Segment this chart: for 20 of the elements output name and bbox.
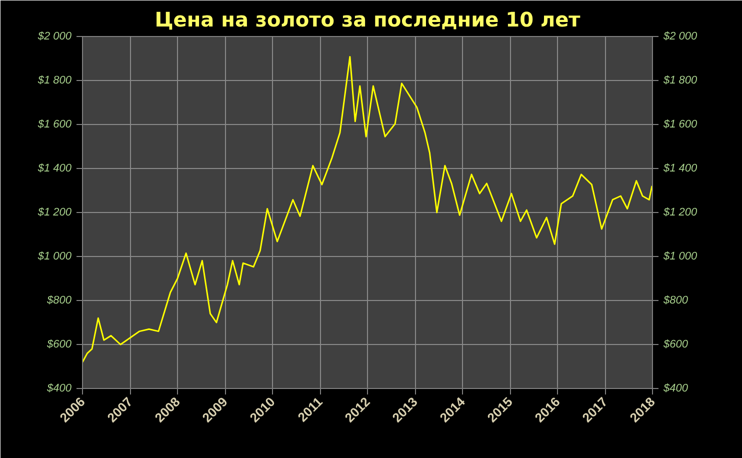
y2-tick-label: $600 (662, 338, 689, 350)
y2-tick-label: $1 000 (662, 250, 698, 262)
y-tick-label: $800 (46, 294, 72, 306)
y-tick-label: $2 000 (36, 30, 72, 42)
y2-tick-label: $400 (662, 382, 689, 394)
y2-tick-label: $800 (662, 294, 689, 306)
line-series (82, 56, 652, 363)
y2-tick-label: $2 000 (662, 30, 698, 42)
y2-tick-label: $1 200 (662, 206, 698, 218)
y2-tick-label: $1 400 (662, 162, 698, 174)
y-tick-label: $1 800 (36, 74, 72, 86)
y-tick-label: $400 (46, 382, 72, 394)
y-tick-label: $1 000 (36, 250, 72, 262)
y2-tick-label: $1 600 (662, 118, 698, 130)
y-tick-label: $1 400 (36, 162, 72, 174)
y-tick-label: $1 200 (36, 206, 72, 218)
y2-tick-label: $1 800 (662, 74, 698, 86)
chart-title: Цена на золото за последние 10 лет (154, 8, 581, 32)
y-tick-label: $600 (46, 338, 72, 350)
y-tick-label: $1 600 (36, 118, 72, 130)
